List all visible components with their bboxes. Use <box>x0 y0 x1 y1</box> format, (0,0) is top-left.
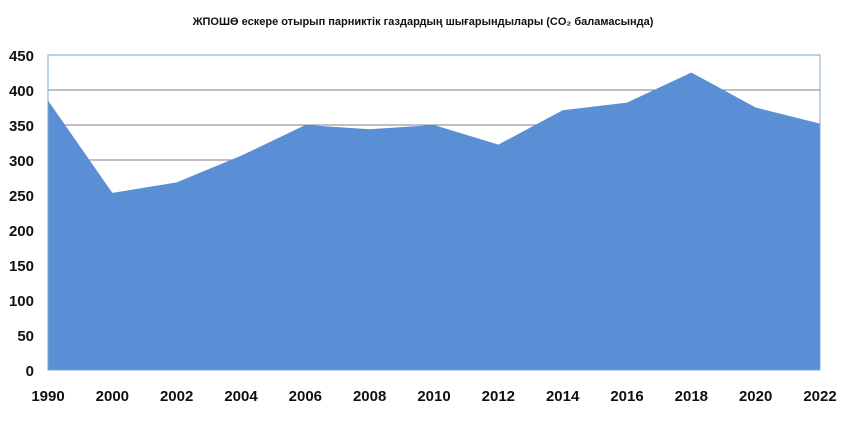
x-tick-label: 2008 <box>353 388 386 405</box>
x-tick-label: 2002 <box>160 388 193 405</box>
x-tick-label: 1990 <box>31 388 64 405</box>
y-tick-label: 400 <box>9 83 34 100</box>
x-tick-label: 2000 <box>96 388 129 405</box>
x-axis: 1990 2000 2002 2004 2006 2008 2010 2012 2014 2016… <box>31 388 836 405</box>
y-tick-label: 350 <box>9 118 34 135</box>
x-tick-label: 2022 <box>803 388 836 405</box>
y-tick-label: 150 <box>9 258 34 275</box>
plot-border <box>47 54 821 371</box>
x-tick-label: 2020 <box>739 388 772 405</box>
x-tick-label: 2018 <box>675 388 708 405</box>
plot-frame <box>47 54 821 371</box>
x-tick-label: 2016 <box>610 388 643 405</box>
x-tick-label: 2010 <box>417 388 450 405</box>
area-series <box>47 72 821 370</box>
y-tick-label: 100 <box>9 293 34 310</box>
y-tick-label: 250 <box>9 188 34 205</box>
y-tick-label: 300 <box>9 153 34 170</box>
x-tick-label: 2014 <box>546 388 580 405</box>
chart-title: ЖПОШӨ ескере отырып парниктік газдардың … <box>192 16 654 28</box>
y-axis: 0 50 100 150 200 250 300 350 400 450 <box>9 48 34 380</box>
y-tick-label: 0 <box>26 363 34 380</box>
x-tick-label: 2004 <box>224 388 258 405</box>
y-tick-label: 450 <box>9 48 34 65</box>
x-tick-label: 2012 <box>482 388 515 405</box>
y-tick-label: 50 <box>17 328 34 345</box>
x-tick-label: 2006 <box>289 388 322 405</box>
area-fill <box>48 72 820 370</box>
y-tick-label: 200 <box>9 223 34 240</box>
